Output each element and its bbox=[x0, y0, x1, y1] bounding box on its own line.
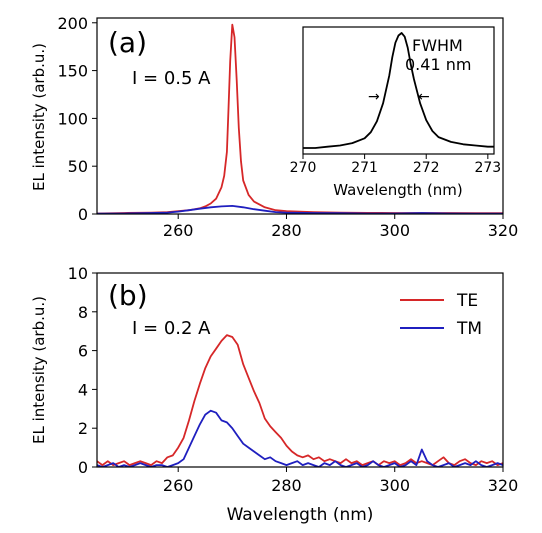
panel-a-y-tick-label: 200 bbox=[57, 14, 88, 33]
panel-b-series-te-line bbox=[97, 334, 503, 467]
panel-a-y-tick-label: 100 bbox=[57, 109, 88, 128]
inset-left-arrow: → bbox=[368, 89, 380, 105]
panel-b-current-annotation: I = 0.2 A bbox=[132, 318, 211, 339]
panel-b-y-tick-label: 8 bbox=[78, 303, 88, 322]
panel-b-y-tick-label: 10 bbox=[68, 264, 88, 283]
panel-a-plot-area: 260 280 300 320 0 50 100 150 200 bbox=[57, 14, 518, 240]
inset-plot-area: 270 271 272 273 bbox=[290, 32, 501, 176]
panel-b-label: (b) bbox=[108, 279, 148, 312]
panel-b-y-tick-label: 0 bbox=[78, 458, 88, 477]
panel-a-current-annotation: I = 0.5 A bbox=[132, 68, 211, 89]
panel-a-x-tick-label: 260 bbox=[163, 221, 194, 240]
inset-fwhm-annotation: FWHM 0.41 nm bbox=[405, 36, 471, 74]
inset: 270 271 272 273 FWHM 0.41 nm → ← Wavelength … bbox=[290, 26, 501, 199]
panel-b-frame bbox=[96, 272, 504, 468]
inset-frame bbox=[302, 26, 495, 155]
inset-x-axis-label: Wavelength (nm) bbox=[333, 181, 463, 199]
panel-b-plot-area: 260 280 300 320 0 2 4 6 8 10 bbox=[68, 264, 519, 495]
inset-x-tick-label: 270 bbox=[290, 160, 317, 176]
panel-b-x-axis-label: Wavelength (nm) bbox=[227, 505, 374, 525]
panel-b-x-tick-label: 300 bbox=[379, 476, 410, 495]
panel-a-y-tick-label: 0 bbox=[78, 205, 88, 224]
panel-a: (a) I = 0.5 A EL intensity (arb.u.) 260 2… bbox=[30, 14, 518, 240]
panel-b-y-axis-label: EL intensity (arb.u.) bbox=[30, 296, 48, 444]
inset-right-arrow: ← bbox=[418, 89, 430, 105]
panel-b-x-tick-label: 320 bbox=[488, 476, 519, 495]
panel-b: (b) I = 0.2 A EL intensity (arb.u.) 260 2… bbox=[30, 264, 518, 525]
panel-b-x-tick-label: 260 bbox=[163, 476, 194, 495]
legend-tm-label: TM bbox=[456, 319, 482, 339]
panel-b-legend: TE TM bbox=[400, 291, 482, 339]
panel-b-y-tick-label: 2 bbox=[78, 419, 88, 438]
panel-a-x-tick-label: 300 bbox=[379, 221, 410, 240]
panel-a-label: (a) bbox=[108, 26, 147, 59]
panel-a-x-tick-label: 280 bbox=[271, 221, 302, 240]
panel-b-x-tick-label: 280 bbox=[271, 476, 302, 495]
panel-a-frame bbox=[96, 17, 504, 215]
inset-background bbox=[303, 27, 494, 154]
panel-a-series-secondary-line bbox=[97, 204, 503, 214]
legend-te-label: TE bbox=[456, 291, 478, 311]
panel-b-series-tm-line bbox=[97, 409, 503, 467]
inset-series-primary-line bbox=[303, 32, 494, 149]
inset-x-tick-label: 272 bbox=[413, 160, 440, 176]
inset-x-tick-label: 271 bbox=[351, 160, 378, 176]
inset-x-tick-label: 273 bbox=[474, 160, 501, 176]
panel-a-y-axis-label: EL intensity (arb.u.) bbox=[30, 43, 48, 191]
panel-a-y-tick-label: 150 bbox=[57, 62, 88, 81]
panel-b-y-tick-label: 6 bbox=[78, 342, 88, 361]
panel-b-y-tick-label: 4 bbox=[78, 380, 88, 399]
panel-a-y-tick-label: 50 bbox=[68, 157, 88, 176]
panel-a-x-tick-label: 320 bbox=[488, 221, 519, 240]
